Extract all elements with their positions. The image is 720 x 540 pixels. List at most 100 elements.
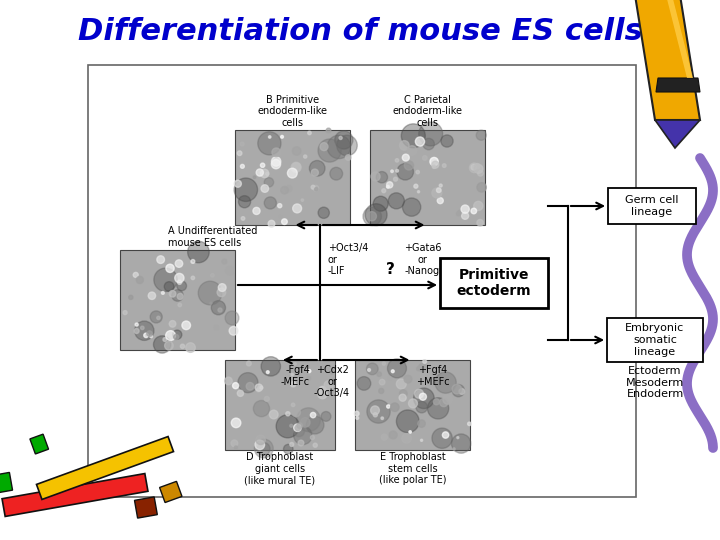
- Circle shape: [297, 408, 320, 431]
- Circle shape: [266, 172, 269, 176]
- Circle shape: [440, 399, 448, 407]
- Circle shape: [397, 164, 413, 180]
- Polygon shape: [2, 474, 148, 516]
- Circle shape: [452, 384, 464, 397]
- Circle shape: [297, 423, 302, 428]
- Circle shape: [382, 362, 385, 365]
- Circle shape: [256, 388, 261, 392]
- Circle shape: [432, 428, 452, 448]
- Circle shape: [400, 390, 407, 397]
- Circle shape: [135, 323, 138, 326]
- Circle shape: [291, 163, 301, 172]
- Circle shape: [278, 204, 282, 208]
- Circle shape: [397, 410, 419, 433]
- Circle shape: [289, 424, 292, 427]
- Circle shape: [307, 131, 311, 134]
- Text: D Trophoblast
giant cells
(like mural TE): D Trophoblast giant cells (like mural TE…: [244, 452, 315, 485]
- Circle shape: [423, 360, 426, 363]
- Circle shape: [253, 176, 256, 179]
- Circle shape: [392, 435, 395, 438]
- Circle shape: [318, 207, 329, 218]
- Circle shape: [474, 164, 480, 168]
- Circle shape: [281, 136, 284, 138]
- Circle shape: [287, 168, 297, 178]
- Circle shape: [330, 167, 343, 180]
- Circle shape: [437, 198, 444, 204]
- Polygon shape: [135, 497, 157, 518]
- Circle shape: [246, 382, 254, 390]
- Circle shape: [367, 212, 377, 221]
- Text: +Cdx2
or
-Oct3/4: +Cdx2 or -Oct3/4: [314, 365, 350, 398]
- Circle shape: [269, 136, 271, 138]
- Circle shape: [284, 379, 289, 383]
- Circle shape: [123, 310, 127, 315]
- Circle shape: [218, 308, 222, 312]
- Circle shape: [225, 377, 233, 384]
- Circle shape: [416, 171, 420, 174]
- Circle shape: [240, 142, 244, 146]
- Circle shape: [178, 303, 181, 307]
- Circle shape: [175, 260, 183, 267]
- Circle shape: [377, 372, 382, 376]
- Text: Differentiation of mouse ES cells: Differentiation of mouse ES cells: [78, 17, 642, 46]
- Circle shape: [166, 330, 176, 341]
- Circle shape: [279, 215, 282, 218]
- Circle shape: [218, 284, 226, 292]
- Circle shape: [413, 388, 434, 409]
- Circle shape: [261, 169, 269, 178]
- Circle shape: [217, 288, 226, 296]
- Circle shape: [246, 361, 251, 366]
- Circle shape: [261, 357, 281, 376]
- Circle shape: [147, 331, 153, 336]
- Circle shape: [234, 446, 238, 449]
- Circle shape: [418, 191, 420, 193]
- Circle shape: [276, 415, 300, 438]
- Circle shape: [320, 143, 328, 151]
- Circle shape: [379, 388, 384, 394]
- Circle shape: [157, 316, 160, 320]
- Circle shape: [462, 212, 469, 219]
- Circle shape: [373, 196, 388, 211]
- Circle shape: [371, 172, 380, 181]
- Circle shape: [420, 439, 423, 441]
- Circle shape: [318, 389, 327, 399]
- Circle shape: [163, 338, 167, 341]
- Circle shape: [402, 434, 411, 443]
- Circle shape: [306, 416, 324, 434]
- Circle shape: [418, 420, 426, 427]
- Circle shape: [310, 436, 315, 440]
- Circle shape: [356, 417, 359, 420]
- Bar: [607, 318, 703, 362]
- Circle shape: [284, 444, 293, 454]
- Circle shape: [173, 330, 182, 339]
- Circle shape: [154, 268, 177, 292]
- Circle shape: [395, 159, 399, 162]
- Circle shape: [294, 424, 301, 431]
- Circle shape: [133, 272, 138, 278]
- Circle shape: [129, 295, 133, 300]
- Circle shape: [430, 157, 438, 166]
- Circle shape: [453, 448, 455, 450]
- Circle shape: [264, 396, 269, 401]
- Circle shape: [291, 382, 296, 387]
- Circle shape: [310, 160, 325, 176]
- Circle shape: [368, 368, 371, 372]
- Circle shape: [255, 440, 264, 450]
- Circle shape: [254, 439, 273, 458]
- Circle shape: [415, 137, 425, 146]
- Circle shape: [261, 163, 265, 167]
- Circle shape: [379, 379, 385, 385]
- Text: Primitive
ectoderm: Primitive ectoderm: [456, 268, 531, 298]
- Circle shape: [281, 186, 288, 194]
- Circle shape: [388, 193, 405, 209]
- Circle shape: [324, 381, 333, 390]
- Text: +Fgf4
+MEFc: +Fgf4 +MEFc: [415, 365, 449, 387]
- Circle shape: [225, 311, 239, 325]
- Circle shape: [295, 425, 301, 431]
- Circle shape: [211, 274, 214, 277]
- Circle shape: [293, 140, 297, 144]
- Circle shape: [150, 311, 162, 323]
- Circle shape: [135, 321, 154, 340]
- Circle shape: [261, 185, 269, 192]
- Bar: [608, 188, 696, 224]
